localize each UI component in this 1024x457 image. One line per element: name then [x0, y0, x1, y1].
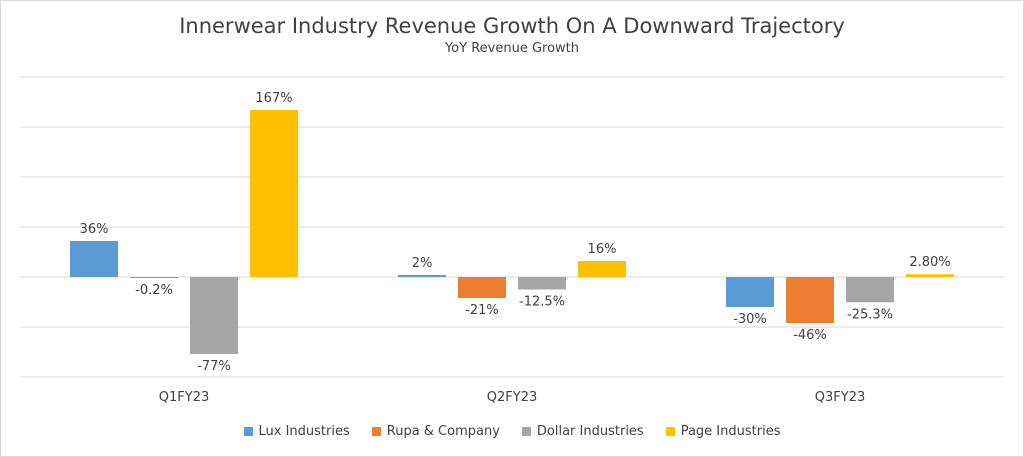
- data-label: -25.3%: [847, 307, 893, 322]
- data-label: 2.80%: [909, 255, 950, 270]
- bar: [726, 277, 774, 307]
- data-label: -30%: [733, 312, 767, 327]
- chart-title: Innerwear Industry Revenue Growth On A D…: [179, 14, 845, 38]
- data-label: -0.2%: [135, 283, 173, 298]
- bar: [518, 277, 566, 290]
- bar: [398, 275, 446, 277]
- data-label: -46%: [793, 328, 827, 343]
- data-label: -21%: [465, 303, 499, 318]
- legend-item: Lux Industries: [243, 424, 350, 439]
- bar: [846, 277, 894, 303]
- bar: [70, 241, 118, 277]
- legend-label: Rupa & Company: [386, 424, 500, 439]
- bar: [250, 110, 298, 277]
- legend-swatch: [371, 427, 381, 436]
- bar: [458, 277, 506, 298]
- legend-swatch: [521, 427, 531, 436]
- chart-legend: Lux Industries Rupa & Company Dollar Indus…: [0, 424, 1024, 439]
- chart-subtitle: YoY Revenue Growth: [444, 41, 580, 56]
- data-label: 167%: [255, 91, 292, 106]
- legend-label: Dollar Industries: [536, 424, 644, 439]
- legend-label: Lux Industries: [258, 424, 350, 439]
- legend-item: Rupa & Company: [371, 424, 500, 439]
- data-label: 16%: [588, 242, 617, 257]
- bar: [906, 274, 954, 277]
- bar: [130, 277, 178, 278]
- legend-swatch: [665, 427, 675, 436]
- legend-item: Dollar Industries: [521, 424, 644, 439]
- data-label: 36%: [80, 222, 109, 237]
- data-label: -77%: [197, 359, 231, 374]
- x-tick-label: Q2FY23: [487, 390, 537, 405]
- x-tick-label: Q3FY23: [815, 390, 865, 405]
- bar: [190, 277, 238, 354]
- bar: [578, 261, 626, 277]
- data-label: -12.5%: [519, 295, 565, 310]
- legend-label: Page Industries: [680, 424, 781, 439]
- legend-item: Page Industries: [665, 424, 781, 439]
- bar: [786, 277, 834, 323]
- data-label: 2%: [412, 256, 433, 271]
- x-tick-label: Q1FY23: [159, 390, 209, 405]
- legend-swatch: [243, 427, 253, 436]
